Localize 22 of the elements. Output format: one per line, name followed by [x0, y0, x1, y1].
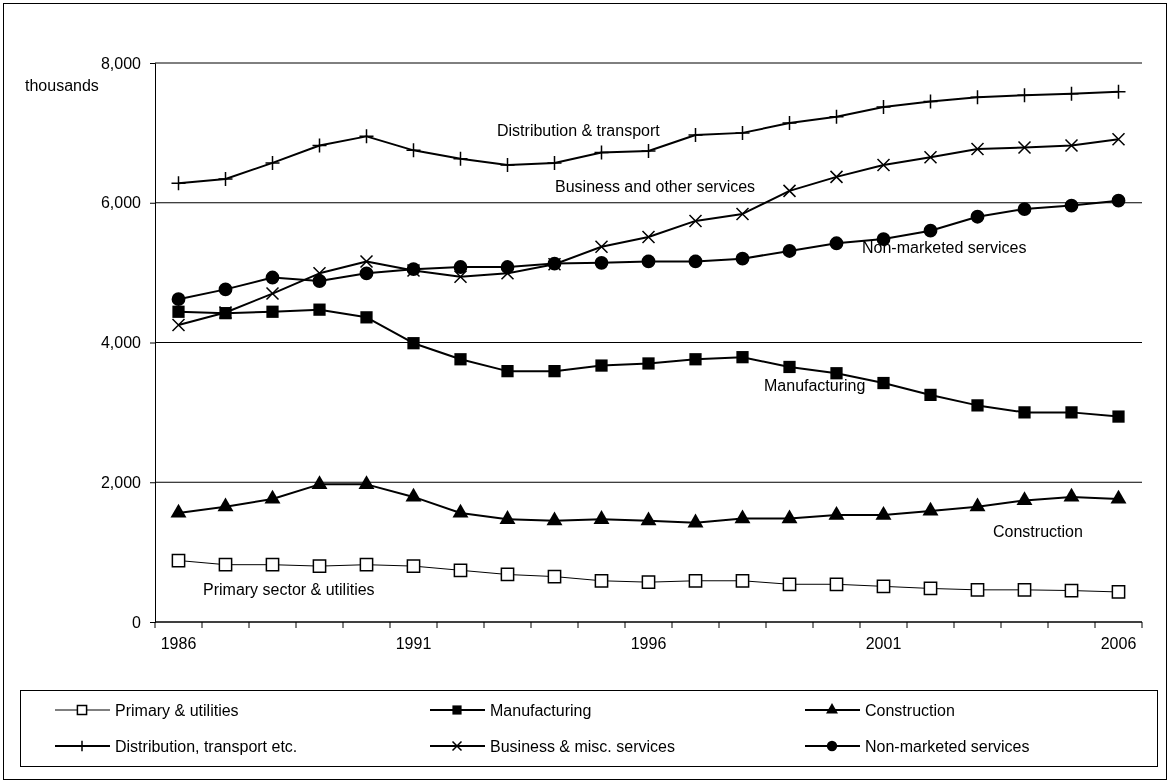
y-axis-title: thousands [25, 77, 99, 94]
x-tick-label: 2006 [1100, 635, 1137, 652]
legend-label: Primary & utilities [115, 701, 239, 719]
annotation: Distribution & transport [497, 121, 661, 139]
x-tick-label: 1991 [395, 635, 432, 652]
x-tick-label: 1996 [630, 635, 667, 652]
annotation: Manufacturing [764, 376, 866, 394]
y-tick-label: 8,000 [100, 54, 142, 72]
y-tick-label: 2,000 [100, 473, 142, 491]
annotation: Construction [993, 522, 1083, 540]
x-tick-label: 1986 [160, 635, 197, 652]
legend-label: Business & misc. services [490, 737, 675, 755]
y-tick-label: 0 [132, 613, 142, 631]
legend-label: Construction [865, 701, 955, 719]
annotation: Business and other services [555, 177, 756, 195]
y-tick-label: 4,000 [100, 334, 142, 352]
annotation: Primary sector & utilities [203, 580, 375, 598]
x-tick-label: 2001 [865, 635, 902, 652]
legend-label: Manufacturing [490, 701, 592, 719]
y-tick-label: 6,000 [100, 194, 142, 212]
legend-label: Non-marketed services [865, 737, 1030, 755]
legend-label: Distribution, transport etc. [115, 737, 298, 755]
